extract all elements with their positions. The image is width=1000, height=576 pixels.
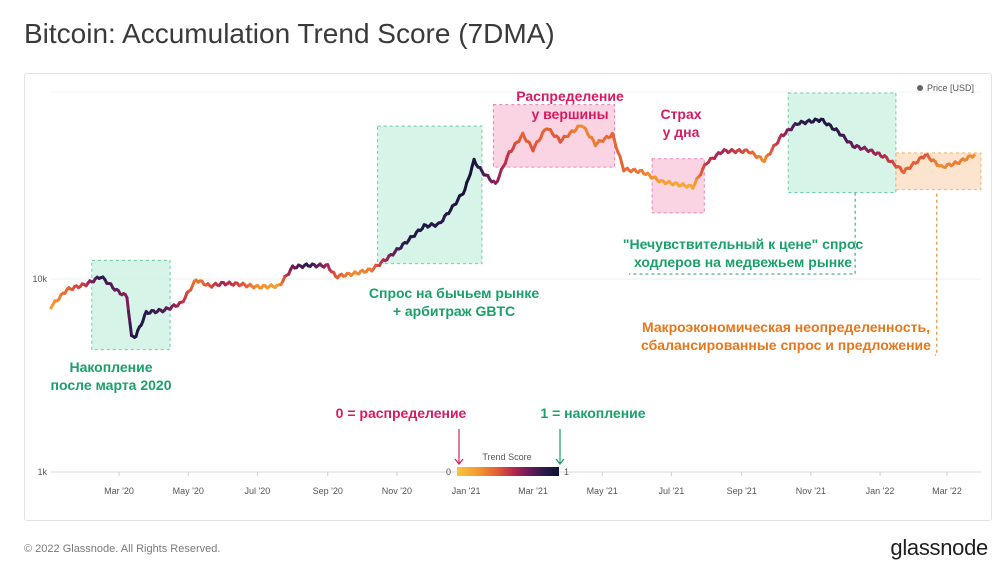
annotation-line: Макроэкономическая неопределенность, <box>642 319 930 335</box>
annotation-fear-bottom: Страх у дна <box>660 106 701 140</box>
phase-boxes <box>91 92 982 351</box>
copyright: © 2022 Glassnode. All Rights Reserved. <box>24 543 221 555</box>
colorbar-title: Trend Score <box>482 452 531 462</box>
x-tick-label: Mar '21 <box>518 486 548 496</box>
colorbar-gradient <box>457 467 559 476</box>
x-tick-label: Jan '22 <box>866 486 895 496</box>
annotation-line: 0 = распределение <box>336 405 467 421</box>
annotation-macro-uncertainty: Макроэкономическая неопределенность, сбал… <box>641 319 931 353</box>
annotation-line: после марта 2020 <box>51 377 172 393</box>
annotation-line: Спрос на бычьем рынке <box>369 285 539 301</box>
annotation-line: Страх <box>660 106 701 122</box>
annotation-line: сбалансированные спрос и предложение <box>641 337 931 353</box>
annotation-line: ходлеров на медвежьем рынке <box>634 254 852 270</box>
annotation-line: "Нечувствительный к цене" спрос <box>623 236 863 252</box>
annotation-line: 1 = накопление <box>540 405 645 421</box>
arrow-zero-head <box>454 458 464 465</box>
annotation-holders-demand: "Нечувствительный к цене" спрос ходлеров … <box>623 236 863 270</box>
price-segment <box>127 310 132 325</box>
x-tick-label: May '21 <box>587 486 618 496</box>
x-tick-label: Sep '20 <box>313 486 343 496</box>
annotation-bull-demand: Спрос на бычьем рынке + арбитраж GBTC <box>369 285 539 319</box>
annotation-connector <box>935 193 938 356</box>
annotation-accumulation-after-march: Накопление после марта 2020 <box>51 359 172 393</box>
accumulation-box <box>787 92 897 194</box>
x-tick-label: Jan '21 <box>452 486 481 496</box>
legend-marker <box>917 85 923 91</box>
annotation-line: Распределение <box>516 88 624 104</box>
x-tick-label: Jul '21 <box>659 486 685 496</box>
annotation-line: у дна <box>663 124 700 140</box>
arrow-one-head <box>555 458 565 465</box>
neutral-box <box>895 152 982 191</box>
price-chart: 10k 1k Mar '20 May '20 Jul '20 Sep '20 Nov '20… <box>32 83 982 496</box>
legend-label: Price [USD] <box>927 83 974 93</box>
x-tick-label: Mar '22 <box>932 486 962 496</box>
x-tick-label: Mar '20 <box>104 486 134 496</box>
y-tick-label: 10k <box>32 274 47 284</box>
x-tick-label: Nov '21 <box>796 486 826 496</box>
colorbar-max-label: 1 <box>564 467 569 477</box>
y-tick-label: 1k <box>37 467 47 477</box>
annotation-one-label: 1 = накопление <box>540 405 645 421</box>
x-tick-label: Nov '20 <box>382 486 412 496</box>
annotation-line: + арбитраж GBTC <box>393 303 515 319</box>
price-line <box>49 117 976 339</box>
x-tick-label: Jul '20 <box>245 486 271 496</box>
annotation-line: у вершины <box>531 106 608 122</box>
price-segment <box>128 321 134 338</box>
annotation-distribution-top: Распределение у вершины <box>516 88 624 122</box>
page-title: Bitcoin: Accumulation Trend Score (7DMA) <box>24 18 555 49</box>
annotation-zero-label: 0 = распределение <box>336 405 467 421</box>
chart-panel: 10k 1k Mar '20 May '20 Jul '20 Sep '20 Nov '20… <box>24 73 992 521</box>
legend: Price [USD] <box>917 83 974 93</box>
colorbar-min-label: 0 <box>446 467 451 477</box>
glassnode-logo[interactable]: glassnode <box>890 535 988 560</box>
colorbar: Trend Score 0 1 <box>446 452 569 477</box>
annotations: Накопление после марта 2020 Спрос на бычье… <box>51 88 938 465</box>
x-tick-label: Sep '21 <box>727 486 757 496</box>
x-tick-label: May '20 <box>173 486 204 496</box>
annotation-line: Накопление <box>69 359 152 375</box>
price-segment <box>125 296 130 314</box>
accumulation-box <box>377 125 483 265</box>
price-segment <box>970 153 976 159</box>
